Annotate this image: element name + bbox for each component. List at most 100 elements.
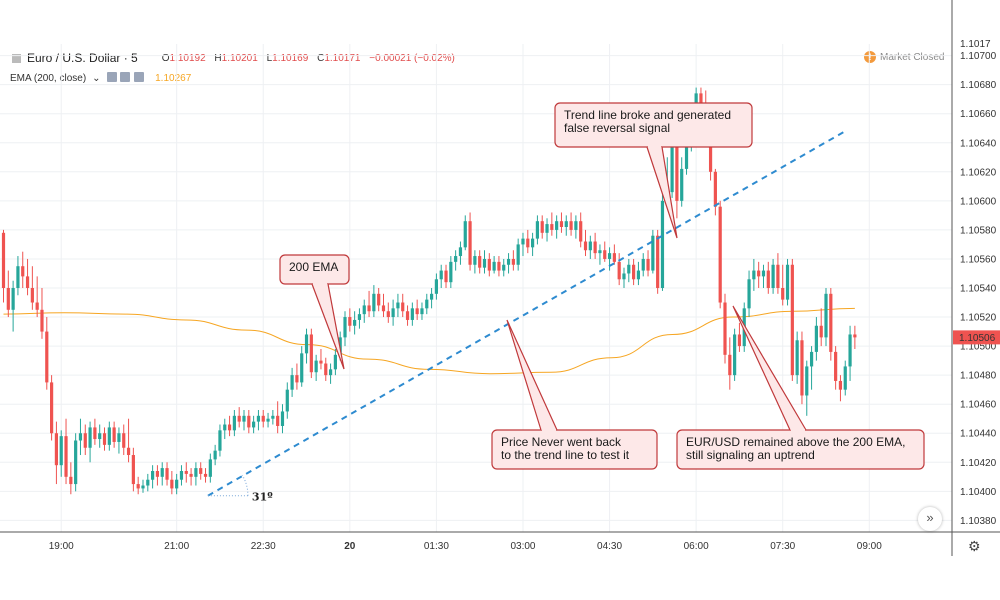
candle-body <box>93 427 97 440</box>
candle-body <box>256 415 261 422</box>
symbol-title[interactable]: Euro / U.S. Dollar · 5 <box>27 51 138 65</box>
candle-body <box>579 221 583 242</box>
candle <box>473 250 477 274</box>
candle <box>463 215 467 251</box>
scroll-to-realtime-button[interactable]: » <box>918 507 942 531</box>
candle-body <box>492 261 496 271</box>
candle-body <box>569 221 573 230</box>
candle <box>761 264 766 288</box>
candle-body <box>314 360 318 373</box>
candle <box>405 305 410 326</box>
candle-body <box>838 380 843 390</box>
candle-body <box>785 264 790 300</box>
candle-body <box>588 241 592 251</box>
candle-body <box>357 314 362 320</box>
candle-body <box>420 308 424 315</box>
candle <box>112 421 116 448</box>
candle <box>261 410 265 428</box>
candle <box>800 331 804 405</box>
axes-layer: 1.10380 1.10400 1.10420 1.10440 1.10460 1.104… <box>0 0 1000 556</box>
close-value: 1.10171 <box>324 52 361 64</box>
candle <box>319 349 323 370</box>
candle-body <box>800 340 804 396</box>
y-tick-label: 1.10480 <box>960 371 997 382</box>
candle-body <box>410 308 414 320</box>
candle <box>502 258 506 277</box>
candle-body <box>35 302 39 310</box>
candle <box>50 375 54 441</box>
candle <box>526 229 530 254</box>
candle <box>550 212 554 236</box>
candle-body <box>213 450 217 460</box>
candle-body <box>295 375 299 383</box>
candle <box>617 253 621 286</box>
candle-body <box>684 142 689 169</box>
candle <box>11 280 15 332</box>
candle-body <box>45 331 49 383</box>
x-tick-label: 04:30 <box>597 541 622 552</box>
settings-icon[interactable] <box>120 72 131 82</box>
y-tick-label: 1.10640 <box>960 138 997 149</box>
candle <box>401 293 405 318</box>
candle <box>16 256 20 296</box>
callout-tail <box>646 146 678 239</box>
candle-body <box>516 244 520 265</box>
candle <box>386 302 390 323</box>
candle-body <box>69 476 73 485</box>
callout-200-ema: 200 EMA <box>279 254 350 370</box>
candle-body <box>136 484 140 489</box>
candle-body <box>545 224 549 233</box>
candle <box>814 317 818 361</box>
chevron-down-icon[interactable]: ⌄ <box>92 73 101 84</box>
trend-line <box>207 130 846 497</box>
indicator-label[interactable]: EMA (200, close) <box>10 73 87 84</box>
candle-body <box>757 270 761 277</box>
callout-text: false reversal signal <box>564 121 670 135</box>
candle <box>824 288 828 347</box>
candle-body <box>353 319 357 326</box>
y-tick-label: 1.10680 <box>960 80 997 91</box>
last-price-label: 1.10506 <box>959 333 996 344</box>
candle <box>776 253 780 294</box>
candle-body <box>391 308 395 318</box>
candle-body <box>112 427 116 442</box>
candle <box>227 415 232 437</box>
candle-body <box>1 232 6 288</box>
candle <box>155 465 160 486</box>
candle-body <box>723 302 727 355</box>
candle-body <box>227 424 232 431</box>
candle <box>184 462 188 483</box>
candle <box>290 367 294 397</box>
candle <box>819 308 823 347</box>
gear-icon[interactable]: ⚙ <box>968 538 981 554</box>
angle-arc <box>241 474 249 496</box>
candle-body <box>468 221 472 265</box>
eye-icon[interactable] <box>106 72 117 82</box>
candle-body <box>170 479 174 489</box>
candle <box>429 288 434 309</box>
y-tick-label: 1.10580 <box>960 225 997 236</box>
candle <box>454 250 458 271</box>
candle-body <box>232 415 236 431</box>
close-icon[interactable] <box>134 72 145 82</box>
candle-body <box>309 334 313 373</box>
candle <box>295 363 299 390</box>
y-tick-label: 1.10460 <box>960 400 997 411</box>
callout-box <box>491 429 658 470</box>
candle <box>482 250 487 274</box>
candle-body <box>675 139 679 201</box>
candle <box>757 261 761 288</box>
candle <box>632 258 636 286</box>
candle <box>88 421 92 463</box>
candle-body <box>656 235 660 288</box>
high-value: 1.10201 <box>221 52 258 64</box>
candle-body <box>598 250 602 254</box>
last-price-tag <box>953 330 1000 345</box>
candle <box>1 229 6 303</box>
ema-layer <box>3 307 855 375</box>
y-tick-label: 1.10660 <box>960 109 997 120</box>
open-label: O <box>161 52 170 64</box>
